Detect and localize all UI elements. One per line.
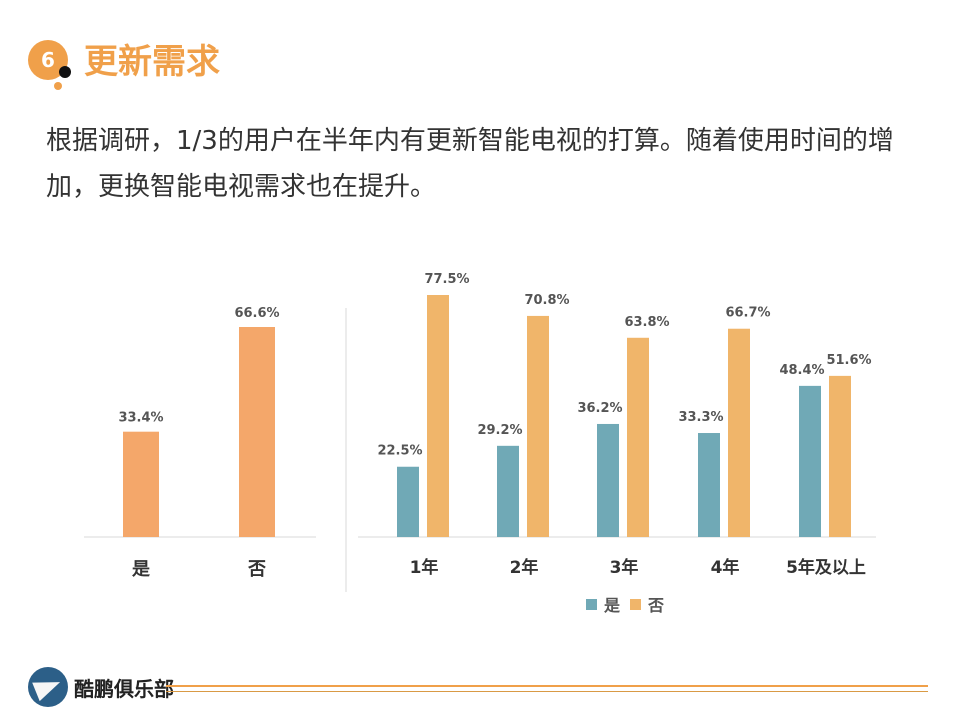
logo-text: 酷鹏俱乐部 <box>74 676 174 701</box>
data-label-yes: 33.3% <box>678 410 723 425</box>
bar-yes <box>497 445 519 537</box>
data-label-no: 70.8% <box>524 293 569 308</box>
data-label-yes: 36.2% <box>577 401 622 416</box>
bird-logo-icon <box>28 667 68 707</box>
data-label-no: 63.8% <box>624 315 669 330</box>
tick-label: 是 <box>131 559 150 580</box>
data-label-no: 51.6% <box>826 353 871 368</box>
bar <box>123 431 159 537</box>
bar <box>239 327 275 537</box>
bar-yes <box>397 466 419 537</box>
data-label: 66.6% <box>234 306 279 321</box>
data-label: 33.4% <box>118 411 163 426</box>
footer-line <box>166 685 928 687</box>
legend-swatch-no <box>630 599 641 610</box>
data-label-no: 77.5% <box>424 272 469 287</box>
bar-no <box>527 315 549 537</box>
footer-line-thin <box>166 691 928 692</box>
tick-label: 1年 <box>410 557 439 578</box>
tick-label: 2年 <box>510 557 539 578</box>
legend-swatch-yes <box>586 599 597 610</box>
bar-no <box>829 375 851 537</box>
bar-no <box>728 328 750 537</box>
tick-label: 4年 <box>711 557 740 578</box>
chart-overall-intent: 33.4% 是 66.6% 否 <box>84 306 316 580</box>
badge-dot-black <box>59 66 71 78</box>
bar-no <box>427 295 449 537</box>
tick-label: 5年及以上 <box>786 557 866 578</box>
tick-label: 否 <box>247 559 266 580</box>
chart-intent-by-usage-years: 22.5% 77.5% 1年 29.2% 70.8% 2年 36.2% 63.8% 3年 33.3… <box>358 272 876 615</box>
data-label-no: 66.7% <box>725 306 770 321</box>
bar-yes <box>597 423 619 537</box>
footer-logo: 酷鹏俱乐部 <box>28 667 174 707</box>
badge-dot-orange <box>54 82 62 90</box>
page-title: 更新需求 <box>84 42 220 82</box>
bar-yes <box>799 385 821 537</box>
legend-label-no: 否 <box>647 596 664 615</box>
bar-no <box>627 337 649 537</box>
section-number-badge: 6 <box>28 40 68 80</box>
legend-label-yes: 是 <box>603 596 620 615</box>
bar-yes <box>698 433 720 537</box>
data-label-yes: 48.4% <box>779 363 824 378</box>
description-text: 根据调研，1/3的用户在半年内有更新智能电视的打算。随着使用时间的增加，更换智能… <box>46 126 894 202</box>
tick-label: 3年 <box>610 557 639 578</box>
data-label-yes: 22.5% <box>377 444 422 459</box>
data-label-yes: 29.2% <box>477 423 522 438</box>
